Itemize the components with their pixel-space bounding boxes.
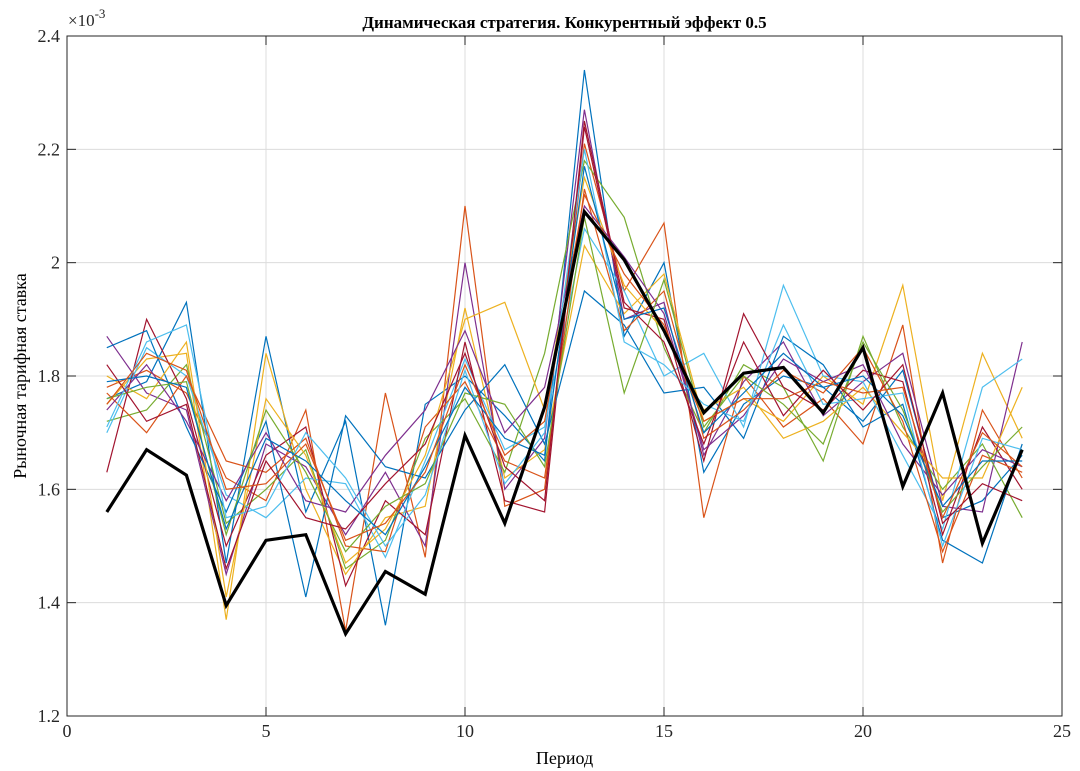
x-tick-label: 15 (655, 721, 673, 741)
y-tick-label: 2.2 (38, 139, 61, 159)
highlight-layer (105, 208, 1024, 638)
x-tick-label: 0 (63, 721, 72, 741)
x-axis-label: Период (536, 748, 593, 768)
y-tick-label: 1.4 (38, 593, 61, 613)
series-line-13 (106, 149, 1023, 549)
x-tick-label: 20 (854, 721, 872, 741)
series-line-9 (106, 188, 1023, 554)
y-tick-label: 1.8 (38, 366, 61, 386)
x-tick-label: 5 (262, 721, 271, 741)
x-tick-label: 10 (456, 721, 474, 741)
axis-ticks: 0 5 10 15 20 25 1.2 1.4 1.6 1.8 2 2.2 2.4 (38, 26, 1072, 741)
y-exponent-base: ×10 (68, 11, 95, 30)
y-axis-label: Рыночная тарифная ставка (10, 273, 30, 479)
series-line-12 (106, 217, 1023, 553)
y-tick-label: 1.2 (38, 706, 61, 726)
x-tick-label: 25 (1053, 721, 1071, 741)
y-exponent-label: ×10-3 (68, 6, 105, 30)
chart-title: Динамическая стратегия. Конкурентный эфф… (362, 13, 766, 32)
y-tick-label: 1.6 (38, 479, 61, 499)
y-tick-label: 2 (51, 253, 60, 273)
y-tick-label: 2.4 (38, 26, 61, 46)
series-line-1 (106, 69, 1023, 626)
y-exponent-power: -3 (95, 6, 106, 21)
series-line-3 (106, 244, 1023, 620)
series-line-11 (106, 204, 1023, 513)
series-line-8 (106, 289, 1023, 598)
highlight-series-line (105, 208, 1024, 638)
series-line-5 (106, 159, 1023, 570)
